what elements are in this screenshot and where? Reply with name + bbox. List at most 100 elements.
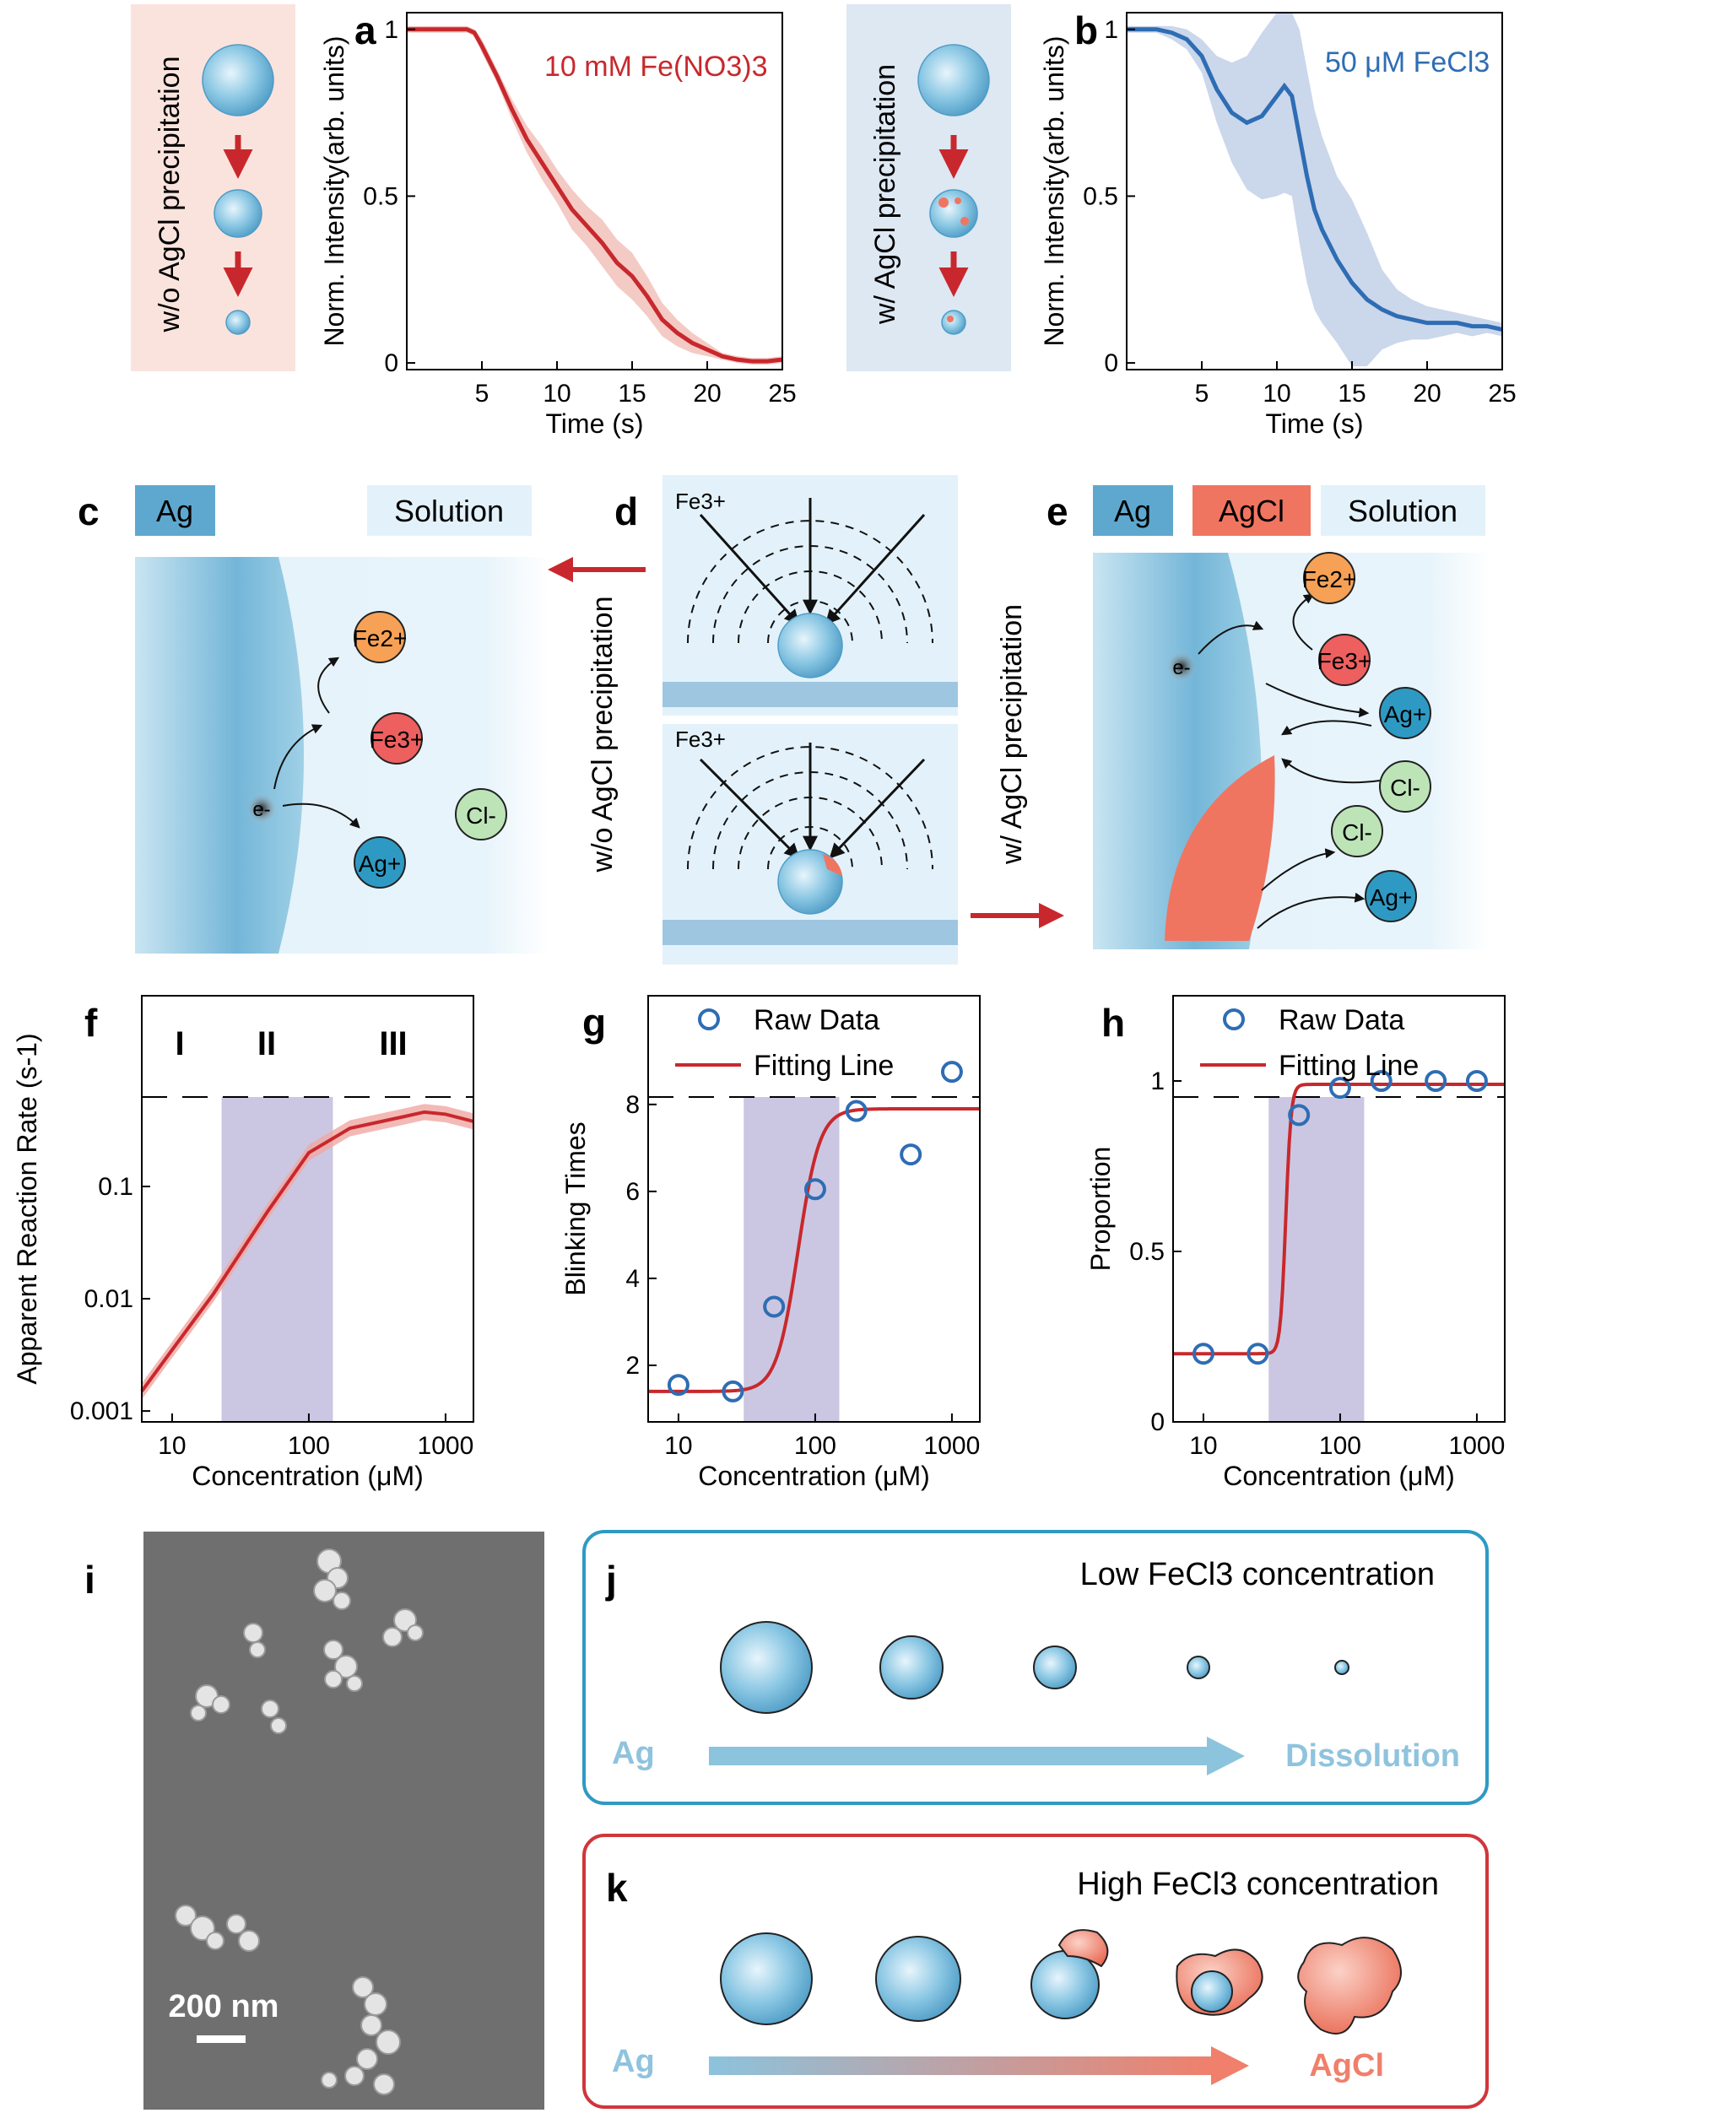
rate-line-f — [140, 1110, 474, 1392]
x-axis-label-h: Concentration (μM) — [1223, 1461, 1455, 1491]
raw-point-h — [1328, 1077, 1351, 1100]
ion-ag-e-1: Ag+ — [1384, 701, 1427, 727]
panel-d: w/o AgCl precipitation Fe3+ Fe3+ w/ AgCl… — [548, 475, 1064, 965]
plot-frame-a — [406, 12, 783, 370]
panel-label-k: k — [606, 1866, 628, 1910]
raw-point-h — [1370, 1070, 1393, 1092]
x-tick-label-b: 15 — [1338, 380, 1366, 408]
panel-d-fe-bottom: Fe3+ — [675, 727, 726, 752]
region-label-III: III — [379, 1025, 407, 1062]
trace-line-a — [407, 27, 783, 364]
panel-e: Ag AgCl Solution e- Fe2+ Fe3+ Ag+ Cl- Cl… — [1093, 485, 1490, 949]
panel-j-end-label: Dissolution — [1285, 1738, 1460, 1774]
electron-label-c: e- — [252, 798, 270, 821]
x-axis-label-f: Concentration (μM) — [192, 1461, 424, 1491]
x-tick-label-h: 10 — [1189, 1432, 1217, 1460]
y-tick-label-b: 0.5 — [1083, 182, 1118, 210]
raw-point-g — [763, 1295, 786, 1318]
raw-point-g — [722, 1380, 744, 1402]
y-axis-label-g: Blinking Times — [560, 1121, 591, 1295]
panel-d-right-caption: w/ AgCl precipitation — [996, 604, 1028, 865]
legend-label-fit-h: Fitting Line — [1279, 1050, 1419, 1082]
ion-fe3-e: Fe3+ — [1317, 648, 1372, 674]
y-tick-label-b: 1 — [1104, 16, 1118, 44]
panel-label-h: h — [1101, 1001, 1125, 1045]
panel-label-i: i — [84, 1558, 95, 1602]
legend-label-raw-h: Raw Data — [1279, 1004, 1404, 1036]
x-tick-label-f: 1000 — [418, 1432, 474, 1460]
panel-j: j Low FeCl3 concentration Ag Dissolution — [582, 1530, 1489, 1805]
panel-k: k High FeCl3 concentration Ag AgCl — [582, 1834, 1489, 2109]
panel-k-end-label: AgCl — [1309, 2048, 1384, 2083]
electron-label-e: e- — [1172, 657, 1190, 679]
chart-g: Raw Data Fitting Line 10 100 1000 2 4 6 8 Concent… — [560, 995, 981, 1491]
schematic-a: w/o AgCl precipitation — [131, 4, 295, 371]
raw-point-h — [1465, 1070, 1488, 1092]
raw-point-g — [900, 1143, 922, 1166]
y-tick-label-a: 0.5 — [363, 182, 398, 210]
panel-j-start-label: Ag — [612, 1736, 655, 1771]
panel-i-sem-image: 200 nm — [143, 1532, 544, 2110]
y-tick-label-h: 0.5 — [1129, 1238, 1165, 1266]
panel-d-fe-top: Fe3+ — [675, 489, 726, 514]
legend-label-raw-g: Raw Data — [754, 1004, 879, 1036]
legend-marker-raw-h — [1223, 1008, 1245, 1030]
fitting-line-h — [1173, 1083, 1505, 1356]
ion-cl-e-1: Cl- — [1390, 775, 1420, 801]
chart-h: Raw Data Fitting Line 10 100 1000 0 0.5 1 Concen… — [1085, 995, 1506, 1491]
panel-c-ag-label: Ag — [156, 494, 193, 528]
x-tick-label-b: 20 — [1413, 380, 1441, 408]
x-tick-label-a: 5 — [475, 380, 489, 408]
panel-label-j: j — [605, 1558, 617, 1602]
y-axis-label-h: Proportion — [1085, 1147, 1116, 1272]
panel-c-solution-label: Solution — [394, 494, 504, 528]
chart-b: 5 10 15 20 25 0 0.5 1 Time (s) Norm. Intensity(ar… — [1039, 12, 1517, 439]
plot-frame-g — [647, 995, 981, 1423]
x-tick-label-a: 10 — [543, 380, 571, 408]
y-tick-label-f: 0.01 — [84, 1285, 133, 1313]
panel-k-start-label: Ag — [612, 2044, 655, 2079]
y-tick-label-h: 0 — [1150, 1408, 1165, 1436]
schematic-a-caption: w/o AgCl precipitation — [154, 57, 186, 333]
raw-point-g — [940, 1061, 963, 1084]
y-tick-label-g: 8 — [625, 1091, 640, 1119]
shaded-region-g — [744, 1097, 840, 1422]
plot-frame-h — [1172, 995, 1506, 1423]
x-tick-label-f: 10 — [158, 1432, 186, 1460]
x-tick-label-g: 10 — [664, 1432, 692, 1460]
x-tick-label-g: 100 — [794, 1432, 836, 1460]
legend-marker-raw-g — [698, 1008, 720, 1030]
x-tick-label-b: 10 — [1263, 380, 1290, 408]
y-tick-label-g: 6 — [625, 1178, 640, 1206]
ion-fe2-c: Fe2+ — [353, 625, 408, 651]
ion-ag-e-2: Ag+ — [1370, 884, 1413, 911]
schematic-b: w/ AgCl precipitation — [846, 4, 1011, 371]
panel-label-a: a — [354, 8, 376, 52]
y-tick-label-f: 0.001 — [70, 1397, 133, 1425]
raw-point-g — [845, 1100, 868, 1122]
y-tick-label-f: 0.1 — [98, 1173, 133, 1201]
y-axis-label-a: Norm. Intensity(arb. units) — [319, 35, 349, 346]
chart-a: 5 10 15 20 25 0 0.5 1 Time (s) Norm. Intensity(ar… — [319, 12, 797, 439]
panel-label-f: f — [84, 1001, 98, 1045]
scale-bar — [197, 2035, 246, 2043]
y-tick-label-g: 4 — [625, 1265, 640, 1293]
panel-j-title: Low FeCl3 concentration — [1080, 1557, 1435, 1592]
x-tick-label-a: 20 — [693, 380, 721, 408]
error-band-b — [1127, 13, 1502, 367]
panel-label-c: c — [78, 489, 100, 533]
annotation-b: 50 μM FeCl3 — [1325, 46, 1490, 78]
y-tick-label-h: 1 — [1150, 1067, 1165, 1095]
panel-c: Ag Solution e- Fe2+ Fe3+ Cl- Ag+ — [135, 485, 549, 954]
panel-e-solution-label: Solution — [1348, 494, 1457, 528]
region-label-II: II — [257, 1025, 276, 1062]
ion-cl-e-2: Cl- — [1342, 819, 1372, 846]
x-axis-label-b: Time (s) — [1265, 408, 1363, 439]
x-tick-label-b: 25 — [1488, 380, 1516, 408]
schematic-b-caption: w/ AgCl precipitation — [869, 64, 901, 325]
y-tick-label-b: 0 — [1104, 349, 1118, 377]
panel-d-left-caption: w/o AgCl precipitation — [587, 597, 619, 873]
panel-e-agcl-label: AgCl — [1219, 494, 1284, 528]
